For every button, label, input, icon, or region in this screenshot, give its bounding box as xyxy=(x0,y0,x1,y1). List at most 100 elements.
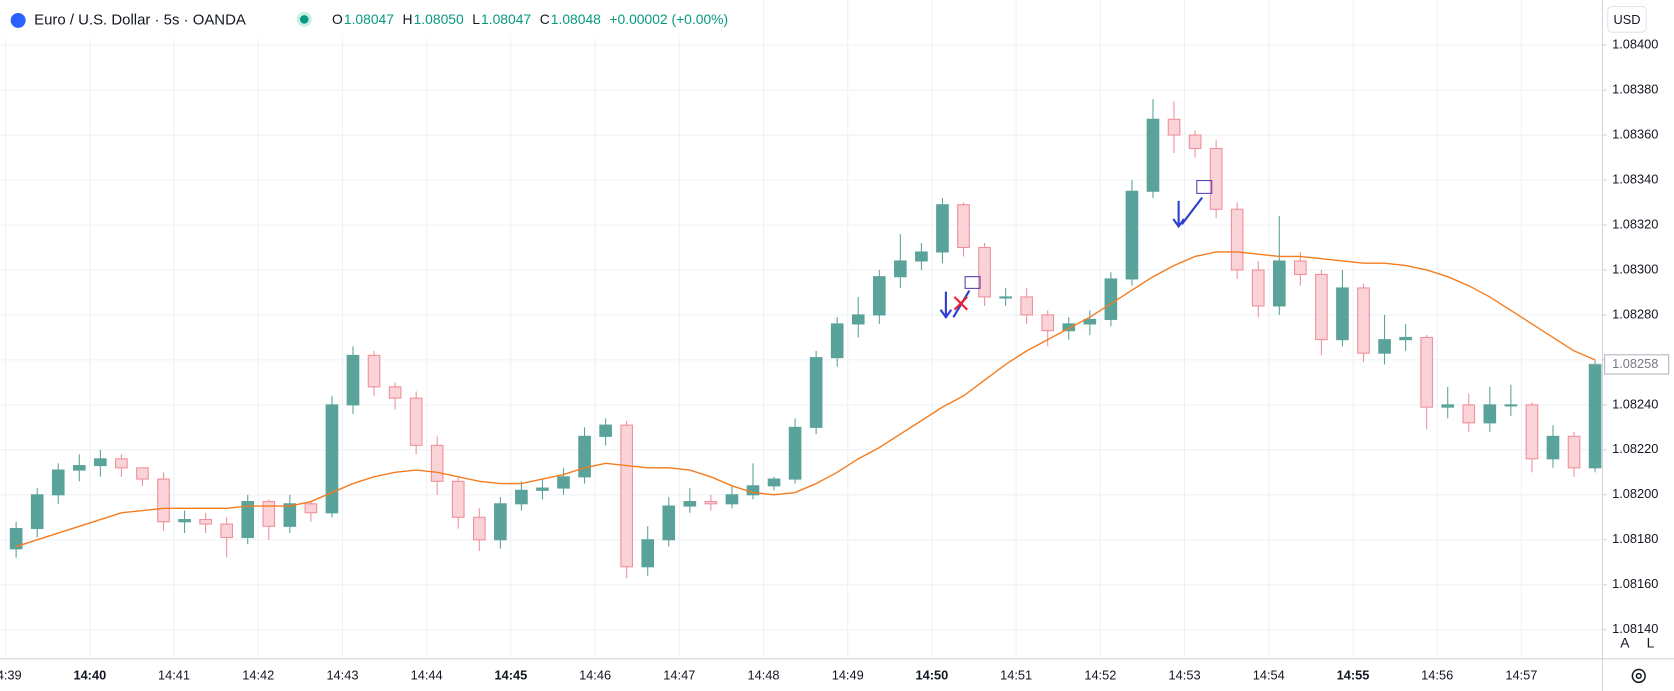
x-tick-label: 14:52 xyxy=(1084,667,1116,682)
candle-body xyxy=(936,204,949,253)
candle-body xyxy=(1251,269,1265,307)
x-tick-label: 14:42 xyxy=(242,667,274,682)
candle-body xyxy=(872,276,886,316)
x-tick-label: 14:56 xyxy=(1421,667,1453,682)
header-bg xyxy=(0,0,748,39)
candle-body xyxy=(1483,404,1497,424)
marks xyxy=(9,99,1602,579)
candle-body xyxy=(725,494,739,505)
x-tick-label: 14:44 xyxy=(411,667,443,682)
candle-body xyxy=(683,501,697,507)
ohlc-legend: O 1.08047 H 1.08050 L 1.08047 C 1.08048 +0.00002… xyxy=(332,11,728,27)
ohlc-key: C xyxy=(540,11,550,27)
y-tick-label: 1.08280 xyxy=(1612,306,1658,321)
candle-body xyxy=(704,501,718,505)
candle-body xyxy=(1504,404,1518,407)
candle-body xyxy=(1209,148,1223,210)
annotations xyxy=(939,180,1213,320)
candle-body xyxy=(136,467,149,480)
candle-body xyxy=(1188,134,1202,150)
currency[interactable]: USD xyxy=(1614,12,1641,27)
log-button[interactable]: L xyxy=(1647,635,1655,651)
candle-body xyxy=(1462,404,1476,424)
y-tick-label: 1.08220 xyxy=(1612,441,1658,456)
candle-body xyxy=(957,204,970,249)
candle-body xyxy=(494,503,507,541)
y-tick-label: 1.08400 xyxy=(1612,36,1658,51)
candle-body xyxy=(1104,278,1118,320)
x-tick-label: 14:46 xyxy=(579,667,611,682)
last-price-box xyxy=(1604,354,1670,375)
candle-body xyxy=(325,404,339,514)
candle-body xyxy=(430,444,444,482)
candle-body xyxy=(999,296,1012,299)
y-tick-label: 1.08240 xyxy=(1612,396,1658,411)
candle-body xyxy=(199,519,212,525)
candle-body xyxy=(1294,260,1307,275)
x-tick-label: 14:47 xyxy=(663,667,695,682)
candle-body xyxy=(346,354,360,406)
x-tick-label: 14:39 xyxy=(0,667,22,682)
candle-body xyxy=(1272,260,1286,307)
candle-body xyxy=(662,505,676,541)
candle-body xyxy=(9,528,23,550)
grid xyxy=(0,0,1602,657)
candle-body xyxy=(620,424,633,568)
ohlc-key: L xyxy=(472,11,480,27)
candle-body xyxy=(30,494,44,530)
status-dot xyxy=(299,15,309,24)
signal-box xyxy=(964,276,981,289)
y-tick-label: 1.08360 xyxy=(1612,126,1658,141)
candle-body xyxy=(94,458,107,467)
y-tick-label: 1.08140 xyxy=(1612,621,1658,636)
x-tick-label: 14:40 xyxy=(73,667,106,682)
candle-body xyxy=(1083,318,1097,325)
auto-button[interactable]: A xyxy=(1620,635,1630,651)
candle-body xyxy=(262,501,276,527)
candle-body xyxy=(1378,339,1391,354)
x-tick-label: 14:41 xyxy=(158,667,190,682)
candle-body xyxy=(557,476,570,489)
candle-body xyxy=(515,489,528,505)
ohlc-key: O xyxy=(332,11,343,27)
candle-body xyxy=(178,519,191,523)
candle-body xyxy=(472,516,486,541)
candle-body xyxy=(1525,404,1539,460)
ohlc-value: 1.08047 xyxy=(481,11,531,27)
signal-box xyxy=(1196,180,1213,194)
signal-cross xyxy=(953,296,969,311)
candle-body xyxy=(1546,435,1560,460)
candle-body xyxy=(388,386,402,399)
last-price-label: 1.08258 xyxy=(1612,356,1658,371)
candle-body xyxy=(157,478,170,523)
candle-body xyxy=(1020,296,1033,316)
y-tick-label: 1.08380 xyxy=(1612,81,1658,96)
candle-body xyxy=(409,397,423,446)
candle-body xyxy=(1399,336,1412,341)
x-tick-label: 14:53 xyxy=(1169,667,1201,682)
x-tick-label: 14:55 xyxy=(1337,667,1370,682)
candle-body xyxy=(536,487,549,491)
ohlc-key: H xyxy=(403,11,413,27)
ohlc-value: 1.08047 xyxy=(344,11,394,27)
candle-body xyxy=(451,480,465,518)
candle-body xyxy=(767,478,781,487)
currency-button[interactable] xyxy=(1607,6,1647,33)
x-tick-label: 14:48 xyxy=(747,667,779,682)
x-tick-label: 14:50 xyxy=(916,667,949,682)
y-tick-label: 1.08300 xyxy=(1612,261,1658,276)
x-tick-label: 14:57 xyxy=(1505,667,1537,682)
candle-body xyxy=(1588,363,1602,469)
candle-body xyxy=(1167,118,1181,136)
symbol-icon xyxy=(10,12,26,28)
settings-button[interactable] xyxy=(1631,668,1646,684)
candle-body xyxy=(1062,323,1076,332)
candle-body xyxy=(1146,118,1160,192)
candle-body xyxy=(809,357,823,428)
x-tick-label: 14:43 xyxy=(326,667,358,682)
candle-body xyxy=(1230,208,1244,271)
candle-body xyxy=(72,465,86,471)
x-tick-label: 14:45 xyxy=(495,667,528,682)
y-tick-label: 1.08200 xyxy=(1612,486,1658,501)
candle-body xyxy=(851,314,865,325)
